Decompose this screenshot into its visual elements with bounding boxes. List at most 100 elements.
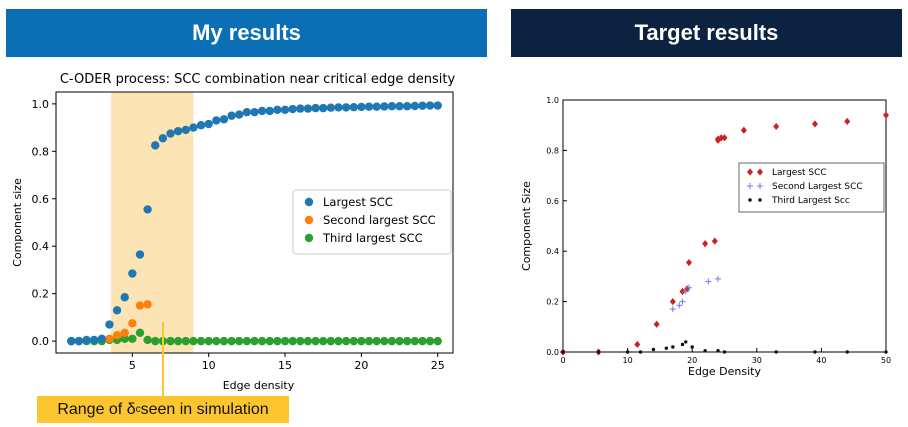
left-point-largest [120, 293, 129, 302]
right-point-largest [669, 298, 676, 306]
right-point-third [774, 350, 778, 354]
left-point-third [319, 336, 328, 346]
left-point-third [380, 336, 389, 346]
right-legend-label: Largest SCC [772, 168, 827, 178]
right-point-third [690, 345, 694, 349]
left-point-largest [112, 306, 122, 315]
right-y-tick-label: 1.0 [546, 96, 559, 105]
right-x-tick-label: 30 [752, 356, 762, 365]
right-y-tick-label: 0.8 [546, 146, 559, 155]
right-point-third [561, 350, 565, 354]
left-point-largest [227, 111, 236, 120]
right-x-axis-label: Edge Density [688, 365, 761, 378]
left-point-third [242, 336, 252, 346]
right-legend-marker [747, 183, 753, 189]
left-point-third [212, 336, 221, 346]
left-point-largest [425, 101, 435, 110]
left-legend-box [292, 189, 452, 255]
right-point-largest [811, 120, 818, 128]
right-x-tick-label: 50 [881, 356, 891, 365]
right-x-tick-label: 20 [687, 356, 697, 365]
left-legend-marker [304, 197, 314, 207]
left-point-third [326, 336, 336, 346]
left-point-third [227, 336, 236, 346]
right-point-third [884, 350, 888, 354]
left-point-third [357, 336, 366, 346]
left-point-second [105, 334, 114, 343]
left-point-third [364, 336, 374, 346]
right-legend-marker [757, 183, 763, 189]
left-point-third [166, 336, 175, 346]
left-point-third [204, 336, 213, 346]
left-x-tick-label: 10 [202, 359, 216, 372]
left-point-largest [235, 110, 244, 119]
left-point-third [303, 336, 313, 346]
left-point-third [235, 336, 244, 346]
banner-my-results-text: My results [192, 20, 301, 45]
left-point-largest [357, 102, 366, 112]
left-point-largest [257, 106, 267, 116]
left-y-tick-label: 0.6 [32, 193, 50, 206]
left-point-largest [105, 320, 114, 329]
right-point-largest [702, 240, 709, 248]
left-point-second [135, 301, 145, 310]
left-point-largest [97, 334, 107, 343]
left-point-third [334, 336, 343, 346]
left-point-third [402, 336, 412, 346]
left-point-largest [242, 107, 252, 117]
right-point-second [682, 288, 689, 295]
right-point-largest [844, 117, 851, 126]
right-point-largest [634, 340, 641, 349]
left-legend-marker [304, 233, 314, 243]
left-point-third [418, 336, 427, 346]
left-point-largest [280, 105, 290, 114]
callout-prefix: Range of δ [57, 400, 136, 418]
right-y-tick-label: 0.4 [546, 247, 559, 256]
right-legend-marker [757, 168, 763, 176]
left-point-third [219, 336, 229, 346]
left-point-largest [380, 102, 389, 111]
left-point-third [395, 336, 404, 346]
right-legend-marker [747, 168, 753, 176]
left-point-largest [288, 104, 297, 114]
right-point-third [703, 349, 707, 353]
left-point-third [288, 336, 297, 346]
right-point-second [679, 298, 686, 305]
right-point-third [684, 340, 688, 344]
right-legend-marker [758, 198, 762, 202]
left-x-tick-label: 5 [129, 359, 136, 372]
right-point-third [680, 342, 685, 347]
right-point-largest [883, 111, 889, 119]
left-y-tick-label: 0.4 [32, 240, 50, 253]
left-point-third [196, 336, 206, 346]
right-point-third [716, 349, 720, 353]
left-chart-title: C-ODER process: SCC combination near cri… [60, 72, 456, 87]
right-x-tick-label: 40 [816, 356, 826, 365]
left-point-third [311, 336, 320, 346]
right-point-largest [718, 134, 725, 142]
left-point-largest [196, 121, 206, 130]
left-point-largest [135, 250, 145, 259]
left-point-largest [387, 102, 397, 111]
left-point-largest [265, 106, 274, 116]
left-point-largest [166, 129, 175, 138]
left-point-largest [181, 125, 190, 135]
right-y-tick-label: 0.0 [546, 348, 559, 357]
right-point-third [651, 347, 656, 352]
right-legend-label: Second Largest SCC [772, 182, 863, 192]
right-point-third [664, 346, 669, 350]
left-point-largest [311, 103, 320, 113]
left-point-second [112, 331, 122, 340]
right-point-largest [740, 126, 747, 134]
left-point-third [143, 335, 152, 345]
right-point-largest [653, 320, 660, 328]
left-point-largest [372, 102, 381, 111]
left-point-largest [128, 269, 137, 278]
right-point-second [669, 306, 676, 313]
left-point-largest [67, 336, 76, 346]
left-y-axis-label: Component size [11, 178, 24, 267]
left-point-third [135, 328, 145, 338]
left-point-largest [296, 104, 305, 113]
left-y-tick-label: 0.0 [32, 335, 50, 348]
